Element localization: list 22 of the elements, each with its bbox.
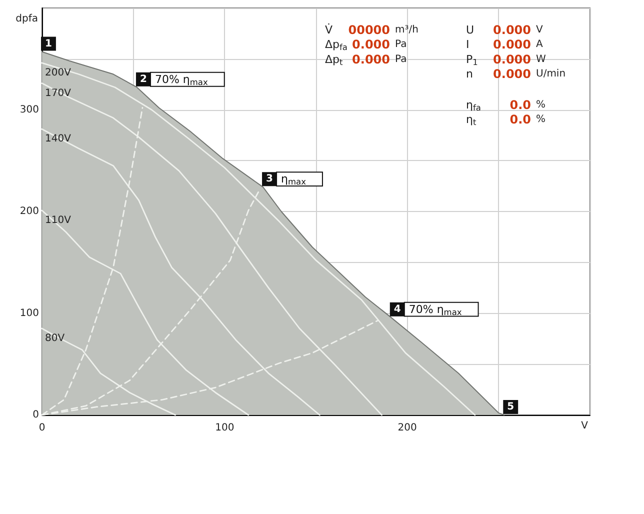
y-tick-label: 300 [20, 104, 39, 116]
x-tick-label: 100 [215, 422, 234, 434]
x-tick-label: 200 [398, 422, 417, 434]
series-label: 140V [45, 134, 72, 145]
y-tick-label: 200 [20, 206, 39, 217]
annotation: 2 [140, 74, 147, 85]
series-label: 200V [45, 67, 72, 78]
annotation: 3 [266, 174, 274, 185]
text: I 0.000 A [466, 38, 543, 52]
annotation: 4 [394, 304, 401, 315]
text: V̇ 00000 m³/h [325, 23, 418, 37]
x-axis-title: V [581, 420, 588, 432]
series-label: 110V [45, 214, 72, 226]
y-tick-label: 100 [20, 308, 39, 319]
series-label: 80V [45, 333, 65, 344]
y-axis-title: dpfa [16, 14, 38, 24]
annotation: 1 [45, 38, 52, 50]
series-label: 170V [45, 88, 72, 99]
text: n 0.000 U/min [466, 67, 566, 82]
text: U 0.000 V [466, 23, 543, 37]
annotation: 5 [507, 402, 514, 412]
y-tick-label: 0 [32, 410, 39, 420]
